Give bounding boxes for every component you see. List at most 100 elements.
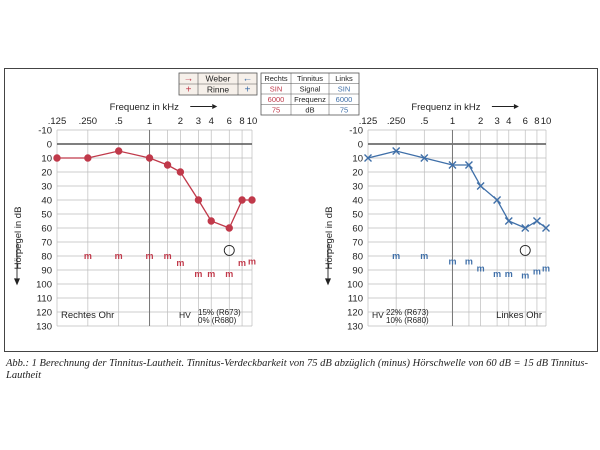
hv-value: 22% (R673)	[386, 308, 429, 317]
y-tick-label: 80	[352, 252, 363, 263]
left-threshold-point	[392, 147, 401, 155]
audiogram-svg: -100102030405060708090100110120130.125.2…	[13, 72, 551, 333]
ear-label: Rechtes Ohr	[61, 310, 114, 321]
y-tick-label: -10	[38, 126, 52, 137]
y-tick-label: -10	[349, 126, 363, 137]
x-tick-label: .5	[420, 116, 428, 127]
y-tick-label: 110	[348, 294, 363, 305]
right-threshold-point	[225, 224, 233, 232]
x-tick-label: 2	[478, 116, 483, 127]
x-axis-arrow-head	[513, 104, 519, 109]
y-tick-label: 130	[36, 322, 52, 333]
table-header: Rechts	[264, 74, 288, 83]
left-audiogram: -100102030405060708090100110120130.125.2…	[324, 102, 551, 333]
left-masking-mark: m	[521, 271, 529, 281]
x-tick-label: 3	[494, 116, 499, 127]
left-threshold-point	[476, 182, 485, 190]
table-cell: dB	[305, 106, 314, 115]
right-masking-mark: m	[164, 251, 172, 261]
x-tick-label: .250	[79, 116, 98, 127]
y-tick-label: 0	[47, 140, 52, 151]
right-threshold-line	[57, 150, 252, 229]
left-threshold-point	[448, 161, 457, 169]
x-tick-label: 6	[523, 116, 528, 127]
right-threshold-point	[114, 147, 123, 155]
x-tick-label: 4	[209, 116, 214, 127]
right-audiogram: -100102030405060708090100110120130.125.2…	[13, 102, 257, 333]
right-masking-mark: m	[146, 251, 154, 261]
right-masking-mark: m	[176, 258, 184, 268]
left-masking-mark: m	[533, 266, 541, 276]
right-threshold-point	[53, 154, 61, 162]
x-tick-label: 2	[178, 116, 183, 127]
y-tick-label: 120	[347, 308, 363, 319]
rinne-right-symbol: +	[186, 85, 192, 96]
left-masking-mark: m	[542, 264, 550, 274]
hv-label: HV	[179, 310, 191, 320]
x-tick-label: 10	[541, 116, 552, 127]
right-threshold-point	[163, 161, 172, 169]
hv-value: 15% (R673)	[198, 308, 241, 317]
y-tick-label: 40	[41, 196, 52, 207]
table-cell: SIN	[338, 85, 351, 94]
y-tick-label: 130	[347, 322, 363, 333]
table-cell: Frequenz	[294, 95, 326, 104]
left-masking-mark: m	[493, 269, 501, 279]
left-masking-mark: m	[420, 251, 428, 261]
table-header: Tinnitus	[297, 74, 323, 83]
right-threshold-point	[194, 196, 203, 204]
table-cell: 75	[272, 106, 280, 115]
y-tick-label: 60	[41, 224, 52, 235]
y-axis-arrow-head	[325, 278, 331, 286]
y-tick-label: 10	[352, 154, 363, 165]
x-tick-label: .250	[387, 116, 406, 127]
ear-label: Linkes Ohr	[496, 310, 542, 321]
x-axis-arrow-head	[212, 104, 218, 109]
left-threshold-point	[464, 161, 473, 169]
left-masking-mark: m	[505, 269, 513, 279]
y-tick-label: 90	[41, 266, 52, 277]
y-tick-label: 80	[41, 252, 52, 263]
left-masking-mark: m	[477, 264, 485, 274]
x-axis-label: Frequenz in kHz	[411, 102, 480, 113]
left-threshold-point	[532, 217, 541, 225]
right-masking-mark: m	[207, 269, 215, 279]
y-tick-label: 20	[41, 168, 52, 179]
left-threshold-point	[521, 224, 530, 232]
left-threshold-point	[504, 217, 513, 225]
right-masking-mark: m	[248, 257, 256, 267]
x-tick-label: 3	[196, 116, 201, 127]
y-tick-label: 70	[352, 238, 363, 249]
right-threshold-point	[84, 154, 92, 162]
x-tick-label: 10	[247, 116, 258, 127]
audiogram-figure: -10 0 10 20 30 40 50 60 70 80 90 100 110 120 130.125.2…	[4, 68, 598, 352]
left-threshold-point	[542, 224, 550, 232]
y-tick-label: 50	[352, 210, 363, 221]
tinnitus-marker	[223, 244, 235, 256]
left-masking-mark: m	[465, 257, 473, 267]
hv-value: 10% (R680)	[386, 316, 429, 325]
right-threshold-point	[145, 154, 154, 162]
figure-caption: Abb.: 1 Berechnung der Tinnitus-Lautheit…	[6, 358, 588, 381]
x-tick-label: .5	[115, 116, 123, 127]
right-masking-mark: m	[84, 251, 92, 261]
hv-label: HV	[372, 310, 384, 320]
y-axis-arrow-head	[14, 278, 20, 286]
right-masking-mark: m	[225, 269, 233, 279]
right-threshold-point	[248, 196, 256, 204]
x-axis-label: Frequenz in kHz	[110, 102, 179, 113]
table-header: Links	[335, 74, 353, 83]
weber-right-symbol: →	[184, 74, 194, 85]
y-tick-label: 90	[352, 266, 363, 277]
left-threshold-point	[364, 154, 372, 162]
tinnitus-marker	[519, 244, 531, 256]
legend-weber-label: Weber	[206, 73, 231, 83]
y-axis-label: Hörpegel in dB	[324, 207, 335, 270]
y-axis-label: Hörpegel in dB	[13, 207, 24, 270]
weber-left-symbol: ←	[243, 74, 253, 85]
x-tick-label: 8	[239, 116, 244, 127]
x-tick-label: 6	[227, 116, 232, 127]
y-tick-label: 40	[352, 196, 363, 207]
x-tick-label: 4	[506, 116, 511, 127]
